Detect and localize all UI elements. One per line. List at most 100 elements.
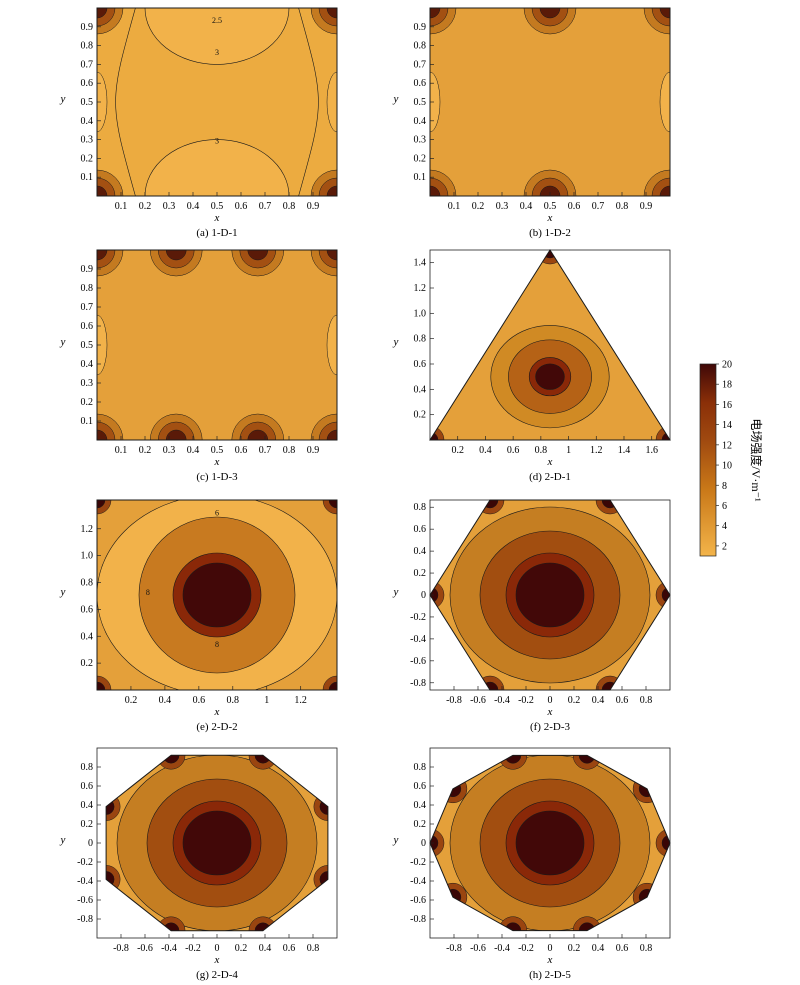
colorbar-tick-label: 14 bbox=[722, 420, 732, 431]
x-tick-label: -0.6 bbox=[137, 943, 153, 954]
panel-caption: (f) 2-D-3 bbox=[530, 721, 571, 733]
y-tick-label: 0.9 bbox=[81, 264, 94, 275]
y-tick-label: 0.7 bbox=[414, 59, 427, 70]
contour-level bbox=[144, 8, 290, 65]
vertex-hotspot bbox=[504, 922, 522, 931]
source-lobe bbox=[659, 185, 670, 196]
vertex-hotspot bbox=[97, 681, 106, 690]
field-base bbox=[97, 250, 337, 440]
x-tick-label: -0.2 bbox=[185, 943, 201, 954]
source-lobe bbox=[247, 250, 269, 261]
y-tick-label: -0.4 bbox=[77, 876, 93, 887]
y-tick-label: 0.2 bbox=[414, 410, 427, 421]
x-tick-label: 0.4 bbox=[592, 695, 605, 706]
vertex-hotspot bbox=[322, 500, 337, 515]
field-map bbox=[97, 500, 337, 690]
x-tick-label: 0.3 bbox=[163, 445, 176, 456]
x-tick-label: 0 bbox=[548, 943, 553, 954]
vertex-hotspot bbox=[430, 425, 445, 440]
side-lobe bbox=[326, 314, 337, 376]
source-lobe bbox=[531, 177, 569, 196]
source-lobe bbox=[157, 421, 195, 440]
x-tick-label: 0.6 bbox=[568, 201, 581, 212]
x-tick-label: 0.2 bbox=[139, 445, 152, 456]
y-tick-label: 0.8 bbox=[81, 762, 94, 773]
y-tick-label: 0.1 bbox=[414, 172, 427, 183]
panel-b: 0.1 0.2 0.3 0.4 0.5 0.6 0.7 0.8 0.9 0.1 0.2 0.3 0.4 0… bbox=[393, 7, 671, 239]
side-lobe bbox=[430, 71, 441, 133]
x-tick-label: 0 bbox=[215, 943, 220, 954]
x-tick-label: -0.4 bbox=[494, 695, 510, 706]
x-tick-label: 0.4 bbox=[159, 695, 172, 706]
vertex-hotspot bbox=[504, 755, 522, 764]
source-lobe bbox=[97, 429, 108, 440]
y-tick-label: 0.9 bbox=[81, 22, 94, 33]
source-lobe bbox=[430, 8, 457, 35]
vertex-hotspot bbox=[97, 675, 112, 690]
y-tick-label: 0.2 bbox=[414, 568, 427, 579]
contour-line bbox=[298, 8, 319, 196]
y-tick-label: -0.8 bbox=[410, 678, 426, 689]
field-map bbox=[97, 8, 337, 196]
source-lobe bbox=[149, 250, 203, 277]
y-tick-label: -0.4 bbox=[410, 634, 426, 645]
y-tick-label: 0.4 bbox=[414, 384, 427, 395]
x-tick-label: 0.5 bbox=[544, 201, 557, 212]
x-tick-label: 0.4 bbox=[259, 943, 272, 954]
y-tick-label: 0.8 bbox=[81, 578, 94, 589]
x-tick-label: 0.4 bbox=[187, 445, 200, 456]
source-lobe bbox=[643, 8, 670, 35]
domain-border bbox=[105, 754, 329, 932]
y-tick-label: 0.8 bbox=[414, 762, 427, 773]
source-lobe bbox=[659, 8, 670, 19]
y-tick-label: -0.4 bbox=[410, 876, 426, 887]
vertex-hotspot bbox=[430, 586, 439, 604]
x-tick-label: 0.6 bbox=[616, 943, 629, 954]
x-tick-label: -0.8 bbox=[446, 943, 462, 954]
panel-caption: (e) 2-D-2 bbox=[196, 721, 237, 733]
y-tick-label: 0.7 bbox=[81, 59, 94, 70]
y-tick-label: 0.3 bbox=[414, 135, 427, 146]
side-lobe bbox=[326, 71, 337, 133]
source-lobe bbox=[239, 250, 277, 269]
panel-h: -0.8 -0.6 -0.4 -0.2 0 0.2 0.4 0.6 0.8 -0.8 -0.6 -0.… bbox=[393, 747, 671, 981]
x-tick-label: 0.1 bbox=[115, 201, 128, 212]
y-axis-label: y bbox=[393, 336, 399, 348]
colorbar-tick-label: 16 bbox=[722, 400, 732, 411]
y-axis-label: y bbox=[60, 93, 66, 105]
source-lobe bbox=[523, 169, 577, 196]
source-lobe bbox=[523, 8, 577, 35]
colorbar-tick-label: 18 bbox=[722, 380, 732, 391]
y-tick-label: 0.8 bbox=[414, 502, 427, 513]
source-lobe bbox=[247, 429, 269, 440]
colorbar-tick-label: 4 bbox=[722, 521, 727, 532]
colorbar: 电场强度/V·m⁻¹ 2 4 6 8 10 12 14 16 18 20 bbox=[699, 360, 764, 557]
field-map bbox=[430, 500, 670, 690]
source-lobe bbox=[97, 8, 108, 19]
x-tick-label: -0.2 bbox=[518, 695, 534, 706]
y-tick-label: -0.8 bbox=[77, 914, 93, 925]
x-tick-label: 0.8 bbox=[227, 695, 240, 706]
x-tick-label: -0.4 bbox=[161, 943, 177, 954]
contour-label: 3 bbox=[215, 136, 219, 145]
x-axis-label: x bbox=[214, 706, 220, 718]
vertex-hotspot bbox=[578, 922, 596, 931]
x-tick-label: 0.8 bbox=[640, 943, 653, 954]
source-lobe bbox=[231, 413, 285, 440]
source-lobe bbox=[539, 8, 561, 19]
y-tick-label: 0.4 bbox=[414, 546, 427, 557]
y-tick-label: 0.2 bbox=[81, 819, 94, 830]
source-lobe bbox=[310, 413, 337, 440]
y-tick-label: 0.5 bbox=[81, 97, 94, 108]
y-tick-label: 0.2 bbox=[81, 658, 94, 669]
contour-level bbox=[515, 562, 585, 628]
x-tick-label: 0.8 bbox=[283, 445, 296, 456]
x-tick-label: 0.6 bbox=[235, 201, 248, 212]
field-base bbox=[97, 8, 337, 196]
x-tick-label: 0.4 bbox=[520, 201, 533, 212]
source-lobe bbox=[651, 8, 670, 27]
colorbar-tick-label: 2 bbox=[722, 541, 727, 552]
y-tick-label: -0.6 bbox=[410, 895, 426, 906]
panel-c: 0.1 0.2 0.3 0.4 0.5 0.6 0.7 0.8 0.9 0.1 0.2 0.3 0.4 0… bbox=[60, 249, 338, 483]
vertex-hotspot bbox=[430, 834, 439, 852]
